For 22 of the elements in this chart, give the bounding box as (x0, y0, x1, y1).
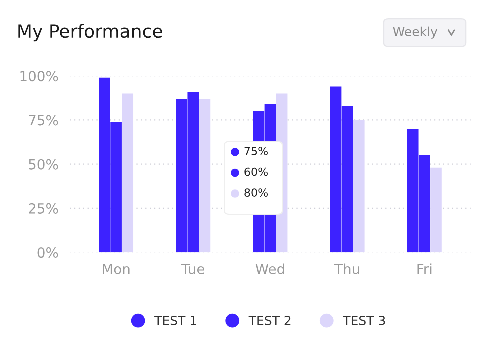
bar (122, 94, 134, 253)
bar (199, 99, 211, 253)
y-tick-label: 75% (29, 115, 58, 126)
x-tick-label: Wed (256, 264, 284, 274)
chart-title: My Performance (18, 24, 162, 42)
legend-label: TEST 3 (343, 316, 386, 326)
y-tick-label: 0% (38, 248, 58, 258)
annotation: 80% (244, 188, 268, 197)
annotation: 75% (244, 147, 268, 156)
bar (353, 120, 365, 253)
annotation: 60% (244, 168, 268, 176)
legend-label: TEST 2 (248, 316, 291, 326)
x-tick-label: Tue (181, 264, 205, 274)
y-tick-label: 50% (29, 159, 58, 170)
x-tick-label: Thu (334, 264, 360, 274)
legend-label: TEST 1 (154, 316, 196, 326)
text: Weekly (393, 26, 438, 39)
x-tick-label: Mon (103, 264, 130, 274)
y-tick-label: 25% (29, 203, 58, 214)
bar (430, 168, 442, 253)
y-tick-label: 100% (20, 71, 58, 82)
x-tick-label: Fri (418, 264, 432, 274)
